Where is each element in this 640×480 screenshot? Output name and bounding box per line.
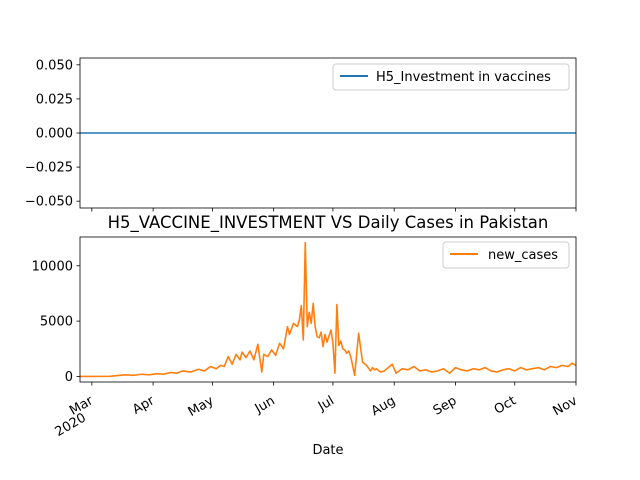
x-axis-label: Date <box>312 443 343 458</box>
bottom-x-tick-label: May <box>186 393 217 420</box>
bottom-y-tick-label: 5000 <box>40 315 73 330</box>
top-y-tick-label: 0.050 <box>36 58 73 73</box>
top-legend: H5_Investment in vaccines <box>333 64 569 90</box>
bottom-legend: new_cases <box>443 242 569 268</box>
bottom-x-tick-label: Aug <box>369 393 398 419</box>
bottom-x-tick-label: Jul <box>315 393 337 414</box>
top-y-tick-label: −0.025 <box>25 161 73 176</box>
bottom-y-tick-label: 0 <box>65 370 73 385</box>
bottom-y-tick-label: 10000 <box>32 259 73 274</box>
bottom-legend-label: new_cases <box>488 248 558 263</box>
top-legend-label: H5_Investment in vaccines <box>376 70 551 85</box>
top-axes: 0.050 0.025 0.000 −0.025 −0.050 H5_Investmen… <box>25 58 576 212</box>
bottom-x-tick-label: Apr <box>130 393 158 418</box>
top-y-tick-label: −0.050 <box>25 195 73 210</box>
top-y-ticks: 0.050 0.025 0.000 −0.025 −0.050 <box>25 58 80 209</box>
bottom-y-ticks: 0 5000 10000 <box>32 259 80 385</box>
bottom-x-tick-label: Jun <box>252 393 278 417</box>
bottom-x-tick-sublabel: 2020 <box>53 410 89 440</box>
chart-title: H5_VACCINE_INVESTMENT VS Daily Cases in … <box>108 213 549 233</box>
bottom-x-tick-label: Oct <box>492 393 519 417</box>
bottom-x-tick-label: Nov <box>551 393 581 419</box>
top-y-tick-label: 0.000 <box>36 127 73 142</box>
top-x-ticks <box>92 208 576 212</box>
bottom-x-tick-label: Sep <box>431 393 460 418</box>
bottom-axes: H5_VACCINE_INVESTMENT VS Daily Cases in … <box>32 213 581 458</box>
top-y-tick-label: 0.025 <box>36 92 73 107</box>
